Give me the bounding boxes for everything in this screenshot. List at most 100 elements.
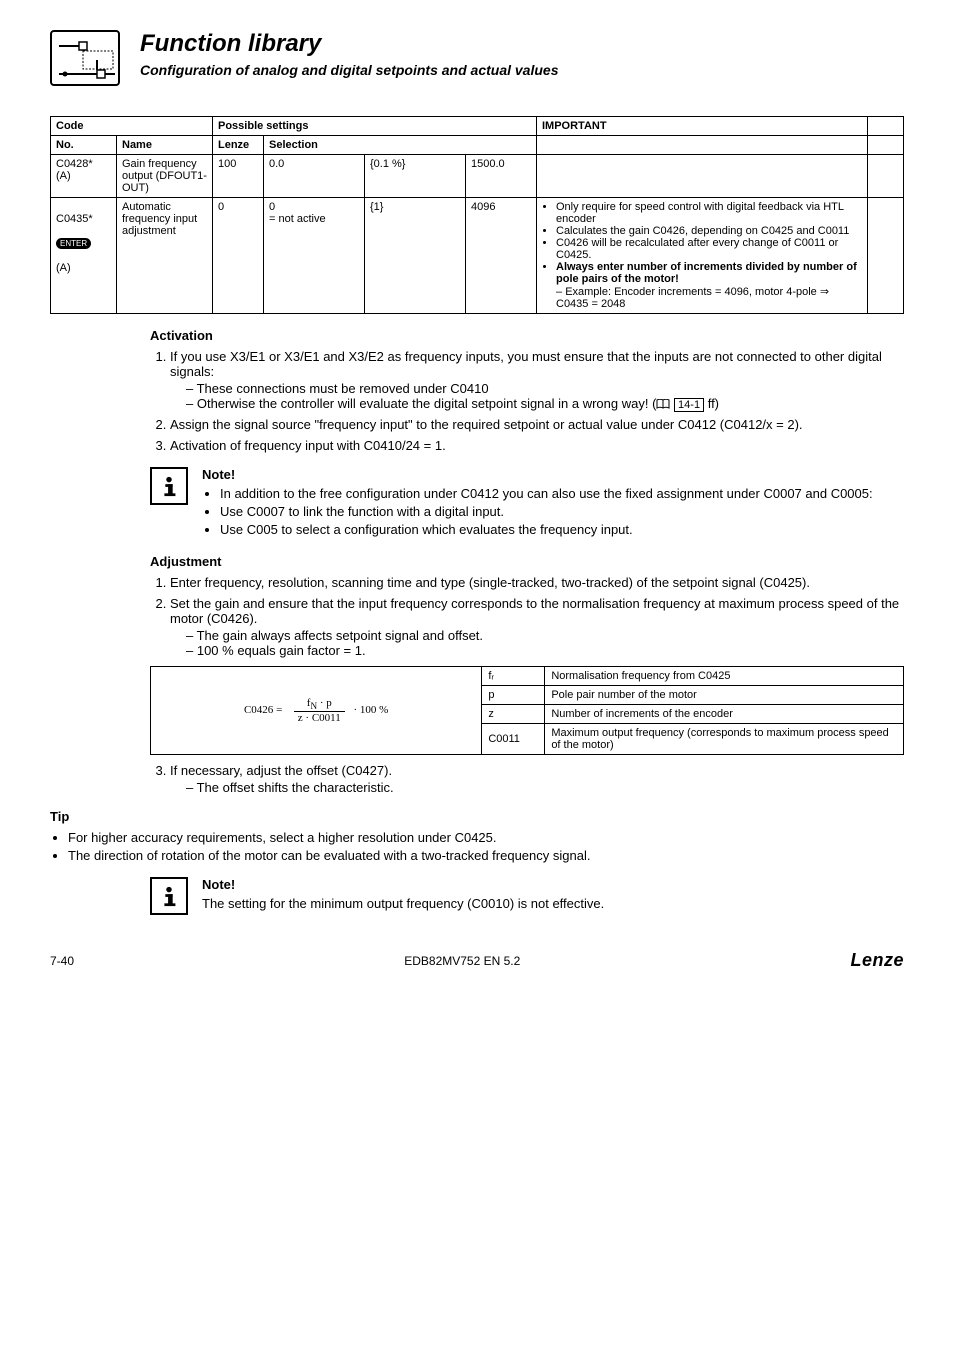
page-number: 7-40 xyxy=(50,954,74,968)
imp-bold-text: Always enter number of increments divide… xyxy=(556,261,857,285)
ref-link[interactable]: 14-1 xyxy=(674,398,704,412)
page-subtitle: Configuration of analog and digital setp… xyxy=(140,62,558,78)
ref-suffix: ff) xyxy=(704,396,719,411)
imp-sub: Example: Encoder increments = 4096, moto… xyxy=(556,286,829,310)
title-block: Function library Configuration of analog… xyxy=(140,30,558,78)
formula-lhs: C0426 xyxy=(244,704,273,716)
cell-mid: {0.1 %} xyxy=(365,155,466,198)
th-no: No. xyxy=(51,136,117,155)
note-block: Note! The setting for the minimum output… xyxy=(150,877,904,915)
adjustment-list: Enter frequency, resolution, scanning ti… xyxy=(150,575,904,658)
table-row: C0435* ENTER (A) Automatic frequency inp… xyxy=(51,198,904,314)
formula-rhs: · 100 % xyxy=(354,704,389,716)
table-row: C0428* (A) Gain frequency output (DFOUT1… xyxy=(51,155,904,198)
th-name: Name xyxy=(117,136,213,155)
cell-lenze: 0 xyxy=(213,198,264,314)
note-item: In addition to the free configuration un… xyxy=(220,486,873,501)
sym: z xyxy=(482,705,545,724)
note-block: Note! In addition to the free configurat… xyxy=(150,467,904,540)
adjustment-heading: Adjustment xyxy=(150,554,904,569)
formula-table: C0426 = fN · p z · C0011 · 100 % fᵣ Norm… xyxy=(150,666,904,755)
cell-max: 1500.0 xyxy=(466,155,537,198)
list-item: Set the gain and ensure that the input f… xyxy=(170,596,904,658)
no-part2: (A) xyxy=(56,262,71,274)
info-icon xyxy=(150,467,188,505)
note-body: Note! In addition to the free configurat… xyxy=(202,467,873,540)
note-text: The setting for the minimum output frequ… xyxy=(202,896,604,911)
book-icon xyxy=(656,399,670,410)
list-item: Assign the signal source "frequency inpu… xyxy=(170,417,904,432)
fraction: fN · p z · C0011 xyxy=(294,697,345,724)
imp-item: Only require for speed control with digi… xyxy=(556,201,862,225)
th-blank2 xyxy=(868,136,904,155)
tip-heading: Tip xyxy=(50,809,904,824)
cell-max: 4096 xyxy=(466,198,537,314)
note-item: Use C0007 to link the function with a di… xyxy=(220,504,873,519)
imp-item: Calculates the gain C0426, depending on … xyxy=(556,225,862,237)
list-item: Activation of frequency input with C0410… xyxy=(170,438,904,453)
cell-lenze: 100 xyxy=(213,155,264,198)
header-diagram-icon xyxy=(50,30,120,86)
cell-name: Gain frequency output (DFOUT1-OUT) xyxy=(117,155,213,198)
sub-item: These connections must be removed under … xyxy=(186,381,904,396)
th-important: IMPORTANT xyxy=(537,117,868,136)
cell-blank xyxy=(868,198,904,314)
brand-logo: Lenze xyxy=(850,950,904,971)
imp-item: C0426 will be recalculated after every c… xyxy=(556,237,862,261)
note-item: Use C005 to select a configuration which… xyxy=(220,522,873,537)
item-text: Set the gain and ensure that the input f… xyxy=(170,596,899,626)
sym: fᵣ xyxy=(482,667,545,686)
th-possible: Possible settings xyxy=(213,117,537,136)
sub-text: Otherwise the controller will evaluate t… xyxy=(197,396,649,411)
desc: Number of increments of the encoder xyxy=(545,705,904,724)
tip-list: For higher accuracy requirements, select… xyxy=(50,830,904,863)
list-item: If you use X3/E1 or X3/E1 and X3/E2 as f… xyxy=(170,349,904,411)
sub-item: Otherwise the controller will evaluate t… xyxy=(186,396,904,411)
page-title: Function library xyxy=(140,30,558,58)
formula-cell: C0426 = fN · p z · C0011 · 100 % xyxy=(151,667,482,755)
frac-den: z · C0011 xyxy=(294,712,345,724)
sym: p xyxy=(482,686,545,705)
frac-num: fN · p xyxy=(294,697,345,712)
note-title: Note! xyxy=(202,877,604,892)
doc-id: EDB82MV752 EN 5.2 xyxy=(404,954,520,968)
page-header: Function library Configuration of analog… xyxy=(50,30,904,86)
item-text: If necessary, adjust the offset (C0427). xyxy=(170,763,392,778)
cell-no: C0428* (A) xyxy=(51,155,117,198)
th-imp2 xyxy=(537,136,868,155)
desc: Maximum output frequency (corresponds to… xyxy=(545,724,904,755)
cell-mid: {1} xyxy=(365,198,466,314)
th-blank xyxy=(868,117,904,136)
no-part1: C0435* xyxy=(56,213,93,225)
cell-no: C0435* ENTER (A) xyxy=(51,198,117,314)
note-title: Note! xyxy=(202,467,873,482)
cell-min: 0 = not active xyxy=(264,198,365,314)
cell-important xyxy=(537,155,868,198)
list-item: If necessary, adjust the offset (C0427).… xyxy=(170,763,904,795)
sub-item: 100 % equals gain factor = 1. xyxy=(186,643,904,658)
enter-pill: ENTER xyxy=(56,238,91,249)
codes-table: Code Possible settings IMPORTANT No. Nam… xyxy=(50,116,904,314)
note-body: Note! The setting for the minimum output… xyxy=(202,877,604,915)
activation-heading: Activation xyxy=(150,328,904,343)
item-text: If you use X3/E1 or X3/E1 and X3/E2 as f… xyxy=(170,349,882,379)
page-footer: 7-40 EDB82MV752 EN 5.2 Lenze xyxy=(50,950,904,971)
th-selection: Selection xyxy=(264,136,537,155)
desc: Normalisation frequency from C0425 xyxy=(545,667,904,686)
tip-item: For higher accuracy requirements, select… xyxy=(68,830,904,845)
cell-name: Automatic frequency input adjustment xyxy=(117,198,213,314)
activation-list: If you use X3/E1 or X3/E1 and X3/E2 as f… xyxy=(150,349,904,453)
sym: C0011 xyxy=(482,724,545,755)
info-icon xyxy=(150,877,188,915)
tip-item: The direction of rotation of the motor c… xyxy=(68,848,904,863)
sub-item: The offset shifts the characteristic. xyxy=(186,780,904,795)
desc: Pole pair number of the motor xyxy=(545,686,904,705)
adjustment-list-cont: If necessary, adjust the offset (C0427).… xyxy=(150,763,904,795)
list-item: Enter frequency, resolution, scanning ti… xyxy=(170,575,904,590)
cell-min: 0.0 xyxy=(264,155,365,198)
sub-item: The gain always affects setpoint signal … xyxy=(186,628,904,643)
imp-item-bold: Always enter number of increments divide… xyxy=(556,261,862,310)
th-lenze: Lenze xyxy=(213,136,264,155)
cell-important: Only require for speed control with digi… xyxy=(537,198,868,314)
cell-blank xyxy=(868,155,904,198)
